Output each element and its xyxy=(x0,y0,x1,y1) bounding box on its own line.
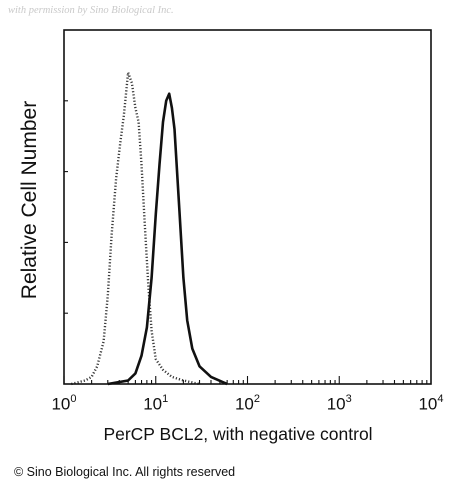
x-tick-label: 101 xyxy=(143,393,169,414)
x-axis-label: PerCP BCL2, with negative control xyxy=(103,424,373,444)
series-layer xyxy=(71,71,228,386)
copyright-footer: © Sino Biological Inc. All rights reserv… xyxy=(14,465,236,479)
x-tick-label: 103 xyxy=(326,393,352,414)
x-tick-label: 104 xyxy=(418,393,444,414)
series-line-bcl2 xyxy=(107,92,228,386)
x-tick-label: 100 xyxy=(51,393,77,414)
y-axis-label: Relative Cell Number xyxy=(18,100,41,300)
plot-frame xyxy=(63,29,432,385)
x-tick-label: 102 xyxy=(234,393,261,414)
watermark-text: with permission by Sino Biological Inc. xyxy=(8,5,174,16)
tick-layer xyxy=(63,100,428,384)
